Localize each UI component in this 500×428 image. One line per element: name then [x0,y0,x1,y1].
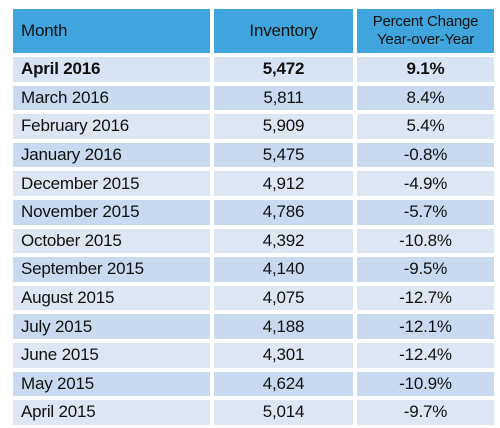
cell-month: December 2015 [13,171,210,196]
cell-month: February 2016 [13,114,210,139]
table-row: April 2016 5,472 9.1% [13,57,494,82]
table-row: September 2015 4,140 -9.5% [13,257,494,282]
header-percent-change: Percent Change Year-over-Year [357,9,494,53]
cell-percent-change: -12.4% [357,342,494,368]
cell-month: September 2015 [13,257,210,282]
cell-inventory: 5,014 [214,400,353,425]
cell-month: August 2015 [13,285,210,311]
cell-inventory: 4,140 [214,257,353,282]
cell-inventory: 5,909 [214,114,353,139]
cell-inventory: 4,786 [214,199,353,225]
cell-month: November 2015 [13,199,210,225]
header-month: Month [13,9,210,53]
cell-inventory: 5,811 [214,85,353,111]
cell-percent-change: -12.7% [357,285,494,311]
cell-inventory: 5,472 [214,57,353,82]
cell-percent-change: -5.7% [357,199,494,225]
table-row: November 2015 4,786 -5.7% [13,199,494,225]
cell-percent-change: -12.1% [357,314,494,339]
table-row: June 2015 4,301 -12.4% [13,342,494,368]
cell-month: January 2016 [13,142,210,168]
header-percent-change-line2: Year-over-Year [377,31,474,48]
cell-percent-change: 9.1% [357,57,494,82]
cell-inventory: 4,392 [214,228,353,254]
cell-inventory: 4,075 [214,285,353,311]
table-row: July 2015 4,188 -12.1% [13,314,494,339]
cell-percent-change: -9.5% [357,257,494,282]
cell-inventory: 4,301 [214,342,353,368]
cell-inventory: 4,624 [214,371,353,397]
cell-percent-change: -9.7% [357,400,494,425]
cell-inventory: 4,912 [214,171,353,196]
cell-percent-change: -10.9% [357,371,494,397]
inventory-table: Month Inventory Percent Change Year-over… [9,5,498,428]
cell-month: October 2015 [13,228,210,254]
table-row: February 2016 5,909 5.4% [13,114,494,139]
cell-month: July 2015 [13,314,210,339]
cell-percent-change: -4.9% [357,171,494,196]
table-row: April 2015 5,014 -9.7% [13,400,494,425]
table-body: April 2016 5,472 9.1% March 2016 5,811 8.4% Fe… [13,57,494,425]
table-row: May 2015 4,624 -10.9% [13,371,494,397]
cell-percent-change: 8.4% [357,85,494,111]
table-row: October 2015 4,392 -10.8% [13,228,494,254]
cell-percent-change: 5.4% [357,114,494,139]
cell-month: April 2015 [13,400,210,425]
cell-percent-change: -0.8% [357,142,494,168]
table-row: March 2016 5,811 8.4% [13,85,494,111]
cell-month: March 2016 [13,85,210,111]
header-inventory: Inventory [214,9,353,53]
cell-percent-change: -10.8% [357,228,494,254]
table-header-row: Month Inventory Percent Change Year-over… [13,9,494,53]
cell-inventory: 5,475 [214,142,353,168]
table-row: August 2015 4,075 -12.7% [13,285,494,311]
table-row: January 2016 5,475 -0.8% [13,142,494,168]
cell-month: April 2016 [13,57,210,82]
cell-month: May 2015 [13,371,210,397]
cell-inventory: 4,188 [214,314,353,339]
header-percent-change-line1: Percent Change [372,13,479,30]
cell-month: June 2015 [13,342,210,368]
table-row: December 2015 4,912 -4.9% [13,171,494,196]
